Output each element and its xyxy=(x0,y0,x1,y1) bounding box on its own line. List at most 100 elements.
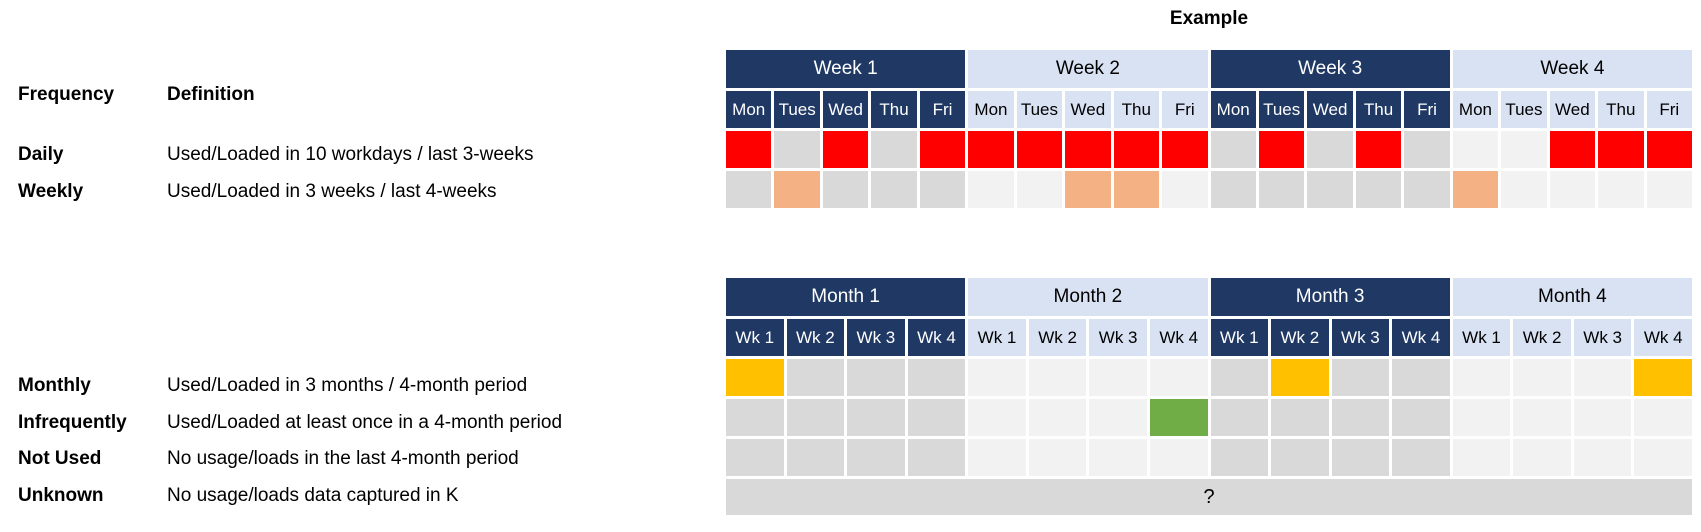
legend-row-daily: Daily Used/Loaded in 10 workdays / last 3… xyxy=(0,144,700,166)
weekly-cell xyxy=(1646,171,1692,208)
col-label-thu: Thu xyxy=(1355,91,1402,128)
monthly-cell xyxy=(1028,359,1087,396)
legend-label-weekly: Weekly xyxy=(18,181,84,202)
example-title: Example xyxy=(1169,8,1249,29)
not-used-cell xyxy=(1634,439,1692,476)
weekly-cell xyxy=(1501,171,1547,208)
col-label-wk-4: Wk 4 xyxy=(907,319,966,356)
daily-cell xyxy=(1065,131,1111,168)
col-label-fri: Fri xyxy=(1404,91,1450,128)
legend-label-monthly: Monthly xyxy=(18,375,91,396)
col-label-mon: Mon xyxy=(968,91,1014,128)
legend-definition-not-used: No usage/loads in the last 4-month perio… xyxy=(167,448,519,469)
group-header-month-4: Month 4 xyxy=(1452,278,1692,316)
weekly-cell xyxy=(1355,171,1402,208)
daily-cell xyxy=(919,131,966,168)
monthly-cell xyxy=(1513,359,1571,396)
weekly-cell xyxy=(726,171,772,208)
weekly-cell xyxy=(1258,171,1305,208)
daily-cell xyxy=(1646,131,1692,168)
weekly-cell xyxy=(774,171,820,208)
not-used-cell xyxy=(1271,439,1329,476)
weekly-cell xyxy=(1452,171,1499,208)
infrequently-cell xyxy=(1028,399,1087,436)
month-example-table: Month 1 Month 2 Month 3 Month 4 Wk 1 Wk 2 Wk 3… xyxy=(726,278,1692,515)
not-used-cell xyxy=(1452,439,1511,476)
group-header-month-2: Month 2 xyxy=(968,278,1208,316)
weekly-cell xyxy=(1210,171,1256,208)
col-label-wk-4: Wk 4 xyxy=(1392,319,1450,356)
col-label-fri: Fri xyxy=(1162,91,1208,128)
infrequently-cell xyxy=(847,399,905,436)
legend-definition-daily: Used/Loaded in 10 workdays / last 3-week… xyxy=(167,144,534,165)
infrequently-cell xyxy=(1573,399,1632,436)
daily-cell xyxy=(1210,131,1256,168)
daily-cell xyxy=(1307,131,1353,168)
monthly-cell xyxy=(1392,359,1450,396)
monthly-cell xyxy=(968,359,1026,396)
legend-row-monthly: Monthly Used/Loaded in 3 months / 4-month… xyxy=(0,375,700,397)
infrequently-cell xyxy=(1210,399,1269,436)
col-label-tues: Tues xyxy=(774,91,820,128)
weekly-cell xyxy=(1113,171,1160,208)
daily-cell xyxy=(726,131,772,168)
monthly-cell xyxy=(1271,359,1329,396)
col-label-wk-3: Wk 3 xyxy=(847,319,905,356)
group-header-week-2: Week 2 xyxy=(968,50,1208,88)
legend-row-weekly: Weekly Used/Loaded in 3 weeks / last 4-we… xyxy=(0,181,700,203)
legend-definition-weekly: Used/Loaded in 3 weeks / last 4-weeks xyxy=(167,181,497,202)
col-label-tues: Tues xyxy=(1016,91,1063,128)
not-used-cell xyxy=(726,439,784,476)
daily-cell xyxy=(871,131,917,168)
monthly-cell xyxy=(1634,359,1692,396)
col-label-wk-1: Wk 1 xyxy=(1452,319,1511,356)
not-used-cell xyxy=(1089,439,1147,476)
daily-cell xyxy=(1549,131,1596,168)
weekly-cell xyxy=(1549,171,1596,208)
weekly-cell xyxy=(1016,171,1063,208)
infrequently-cell xyxy=(1392,399,1450,436)
group-header-week-1: Week 1 xyxy=(726,50,966,88)
weekly-cell xyxy=(871,171,917,208)
col-label-wed: Wed xyxy=(1065,91,1111,128)
monthly-cell xyxy=(1089,359,1147,396)
weekly-cell xyxy=(1065,171,1111,208)
col-label-wk-4: Wk 4 xyxy=(1149,319,1208,356)
col-label-wk-4: Wk 4 xyxy=(1634,319,1692,356)
not-used-cell xyxy=(1513,439,1571,476)
col-label-wk-2: Wk 2 xyxy=(786,319,845,356)
daily-cell xyxy=(1598,131,1644,168)
group-header-month-3: Month 3 xyxy=(1210,278,1450,316)
col-label-wk-3: Wk 3 xyxy=(1331,319,1390,356)
infrequently-cell xyxy=(726,399,784,436)
col-label-wk-1: Wk 1 xyxy=(1210,319,1269,356)
weekly-cell xyxy=(968,171,1014,208)
col-label-wk-1: Wk 1 xyxy=(726,319,784,356)
daily-cell xyxy=(1016,131,1063,168)
col-label-wk-2: Wk 2 xyxy=(1028,319,1087,356)
not-used-cell xyxy=(1028,439,1087,476)
legend-row-not-used: Not Used No usage/loads in the last 4-mon… xyxy=(0,448,700,470)
not-used-cell xyxy=(1331,439,1390,476)
not-used-cell xyxy=(907,439,966,476)
legend-row-infrequently: Infrequently Used/Loaded at least once in… xyxy=(0,412,700,434)
monthly-cell xyxy=(786,359,845,396)
definition-column-header: Definition xyxy=(167,84,255,105)
col-label-tues: Tues xyxy=(1501,91,1547,128)
col-label-mon: Mon xyxy=(1452,91,1499,128)
weekly-cell xyxy=(1307,171,1353,208)
weekly-cell xyxy=(1162,171,1208,208)
daily-cell xyxy=(1501,131,1547,168)
infrequently-cell xyxy=(1271,399,1329,436)
monthly-cell xyxy=(726,359,784,396)
infrequently-cell xyxy=(968,399,1026,436)
col-label-wk-3: Wk 3 xyxy=(1573,319,1632,356)
monthly-cell xyxy=(847,359,905,396)
col-label-mon: Mon xyxy=(726,91,772,128)
col-label-wed: Wed xyxy=(822,91,869,128)
weekly-cell xyxy=(1598,171,1644,208)
col-label-fri: Fri xyxy=(1646,91,1692,128)
monthly-cell xyxy=(1452,359,1511,396)
col-label-thu: Thu xyxy=(1598,91,1644,128)
